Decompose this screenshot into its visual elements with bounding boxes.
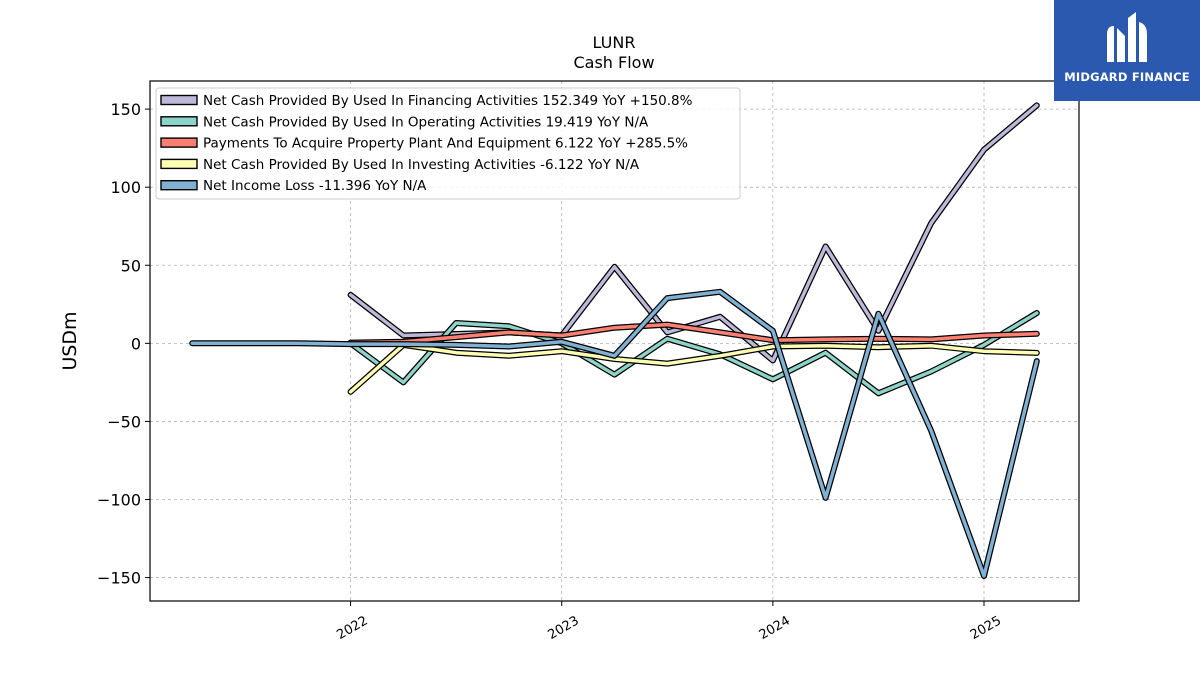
x-axis: 2022 2023 2024 2025 <box>334 601 1004 643</box>
series-outline <box>189 288 1040 579</box>
y-axis: 150 100 50 0 −50 −100 −150 <box>97 100 150 588</box>
plot-frame <box>149 80 1080 602</box>
x-tick-label: 2025 <box>968 613 1004 643</box>
chart-title: LUNR <box>593 33 636 52</box>
series-line <box>347 310 1040 397</box>
legend-swatch <box>160 158 198 170</box>
legend-swatch <box>160 94 198 106</box>
midgard-m-logo-icon <box>1107 12 1147 62</box>
y-tick-label: −50 <box>107 412 141 431</box>
series-layer <box>189 102 1040 579</box>
midgard-finance-logo: MIDGARD FINANCE <box>1054 0 1200 101</box>
x-tick-label: 2022 <box>334 613 370 643</box>
y-tick-label: 100 <box>110 178 141 197</box>
legend: Net Cash Provided By Used In Financing A… <box>155 87 741 200</box>
logo-text: MIDGARD FINANCE <box>1064 70 1190 84</box>
y-tick-label: −100 <box>97 490 141 509</box>
legend-swatch <box>160 179 198 191</box>
series-stroke <box>190 290 1039 578</box>
series-stroke <box>348 343 1039 394</box>
y-tick-label: 150 <box>110 100 141 119</box>
legend-entry: Net Cash Provided By Used In Investing A… <box>203 157 640 173</box>
y-axis-label: USDm <box>59 311 81 370</box>
series-stroke <box>348 322 1039 345</box>
x-tick-label: 2024 <box>757 613 793 643</box>
legend-swatch <box>160 137 198 148</box>
chart-subtitle: Cash Flow <box>573 53 654 72</box>
series-line <box>347 321 1040 346</box>
y-tick-label: −150 <box>97 569 141 588</box>
series-stroke <box>348 311 1039 396</box>
legend-entry: Net Cash Provided By Used In Operating A… <box>203 114 649 130</box>
y-tick-label: 0 <box>131 334 141 353</box>
legend-swatch <box>160 116 198 127</box>
series-line <box>189 288 1040 579</box>
x-tick-label: 2023 <box>546 613 582 643</box>
legend-entry: Net Cash Provided By Used In Financing A… <box>203 93 693 109</box>
legend-box <box>155 87 741 200</box>
legend-entry: Net Income Loss -11.396 YoY N/A <box>203 178 427 194</box>
legend-entry: Payments To Acquire Property Plant And E… <box>203 136 688 152</box>
series-line <box>347 341 1040 395</box>
y-tick-label: 50 <box>121 256 141 275</box>
